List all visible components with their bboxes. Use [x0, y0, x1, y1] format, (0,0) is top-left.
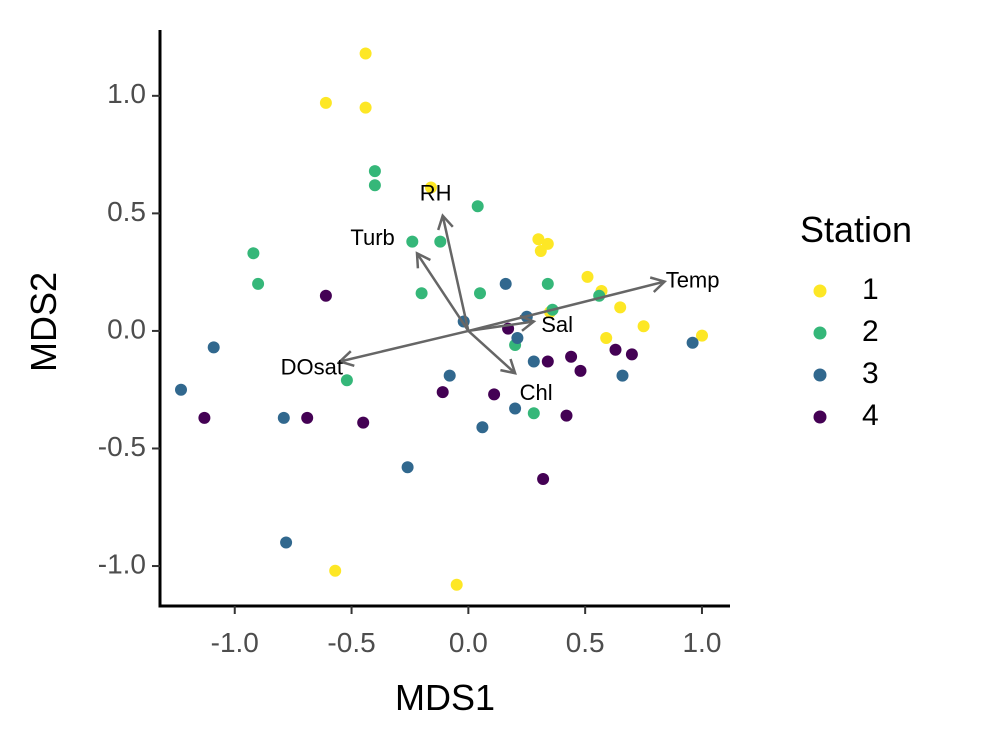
y-tick-label: 0.0: [107, 313, 146, 344]
vector-label-sal: Sal: [541, 312, 573, 337]
point-station-3: [509, 402, 522, 415]
legend-key-3: [813, 368, 827, 382]
vector-turb: [415, 252, 470, 332]
point-station-4: [541, 355, 554, 368]
x-tick-label: 0.5: [566, 627, 605, 658]
legend-label-1: 1: [862, 273, 879, 306]
point-station-4: [537, 473, 550, 485]
point-station-3: [443, 369, 456, 382]
point-station-3: [207, 341, 220, 354]
point-station-3: [511, 332, 524, 344]
points-layer: [175, 47, 708, 591]
legend-label-2: 2: [862, 315, 879, 348]
point-station-2: [368, 179, 381, 192]
point-station-3: [401, 461, 414, 474]
y-tick-label: 0.5: [107, 196, 146, 227]
vector-rh: [441, 215, 470, 332]
point-station-3: [280, 536, 293, 549]
vector-sal: [468, 320, 534, 333]
legend-label-4: 4: [862, 399, 879, 432]
vector-label-chl: Chl: [520, 380, 553, 405]
point-station-4: [198, 411, 211, 424]
point-station-2: [252, 277, 265, 290]
point-station-4: [301, 411, 314, 424]
point-station-4: [488, 388, 501, 401]
point-station-2: [541, 277, 554, 290]
point-station-1: [614, 301, 627, 314]
legend-title: Station: [800, 209, 912, 250]
x-tick-label: 0.0: [449, 627, 488, 658]
point-station-1: [600, 332, 613, 344]
vector-dosat: [339, 329, 469, 363]
point-station-4: [560, 409, 573, 422]
point-station-4: [609, 343, 622, 356]
point-station-4: [574, 364, 587, 377]
point-station-1: [637, 320, 650, 333]
vector-label-temp: Temp: [666, 267, 720, 292]
vector-label-turb: Turb: [350, 225, 394, 250]
point-station-1: [532, 233, 545, 246]
point-station-3: [277, 411, 290, 424]
point-station-4: [565, 350, 578, 363]
point-station-2: [247, 247, 260, 260]
vector-arrowhead-turb: [415, 251, 431, 269]
vector-label-dosat: DOsat: [281, 354, 343, 379]
point-station-1: [359, 47, 372, 60]
vector-label-rh: RH: [420, 180, 452, 205]
x-axis-title: MDS1: [395, 677, 495, 718]
vector-arrowhead-temp: [649, 276, 668, 293]
point-station-3: [527, 355, 540, 368]
vector-temp: [468, 280, 665, 333]
y-tick-label: -1.0: [98, 548, 146, 579]
vector-chl: [467, 330, 516, 375]
legend-key-1: [813, 284, 827, 298]
point-station-1: [425, 181, 437, 194]
vectors-layer: RH Turb Temp Sal Chl DOsat: [281, 180, 720, 405]
point-station-2: [415, 287, 428, 300]
vector-arrowhead-chl: [500, 358, 517, 375]
point-station-1: [696, 329, 708, 342]
vector-arrowhead-dosat: [337, 350, 355, 367]
x-tick-label: -1.0: [211, 627, 259, 658]
vector-arrowhead-sal: [519, 314, 537, 332]
point-station-1: [534, 245, 547, 257]
point-station-4: [319, 289, 332, 302]
point-station-2: [340, 374, 353, 387]
y-tick-label: -0.5: [98, 431, 146, 462]
point-station-3: [476, 421, 489, 434]
point-station-1: [581, 270, 594, 283]
point-station-2: [368, 165, 381, 178]
point-station-3: [499, 277, 512, 290]
point-station-2: [527, 407, 540, 420]
vector-arrowhead-rh: [437, 213, 454, 231]
legend-key-4: [813, 410, 827, 424]
legend-label-3: 3: [862, 357, 879, 390]
point-station-3: [616, 369, 629, 382]
point-station-2: [434, 235, 447, 248]
point-station-2: [474, 287, 486, 300]
y-axis-title: MDS2: [23, 272, 64, 372]
point-station-4: [436, 386, 449, 399]
legend: Station 1 2 3 4: [800, 209, 912, 432]
point-station-2: [406, 235, 419, 248]
point-station-1: [450, 578, 463, 591]
point-station-4: [357, 416, 370, 429]
point-station-4: [625, 348, 638, 361]
point-station-1: [319, 96, 332, 109]
x-tick-label: -0.5: [327, 627, 375, 658]
point-station-3: [175, 383, 187, 396]
point-station-2: [471, 200, 484, 213]
legend-key-2: [813, 326, 827, 340]
x-tick-label: 1.0: [682, 627, 721, 658]
axes-layer: -1.0 -0.5 0.0 0.5 1.0 -1.0 -0.5 0.0 0.5 1.0: [98, 30, 730, 658]
y-tick-label: 1.0: [107, 78, 146, 109]
point-station-1: [329, 564, 342, 577]
point-station-3: [686, 336, 699, 349]
point-station-1: [359, 101, 372, 114]
